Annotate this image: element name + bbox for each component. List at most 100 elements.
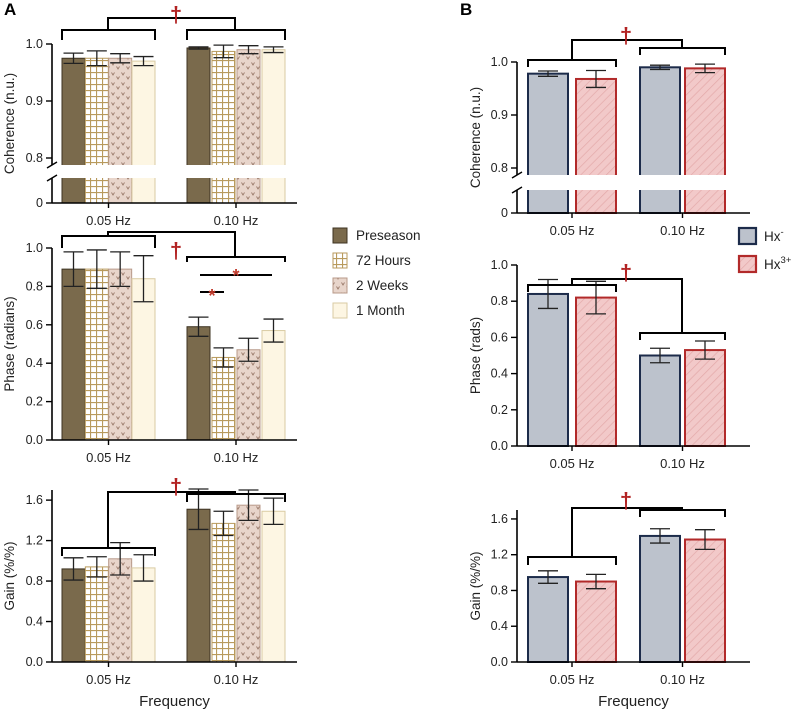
axis-break-gap <box>42 165 301 178</box>
axis-break-gap <box>507 175 754 190</box>
y-axis-title: Gain (%/%) <box>2 541 17 610</box>
legend-a: Preseason 72 Hours 2 Weeks 1 Month <box>332 227 421 319</box>
bar-a-phase-s0-c0 <box>61 268 86 441</box>
bar-a-gain-s0-c0 <box>61 568 86 663</box>
significance-bracket <box>527 507 726 565</box>
chart-b-phase: 0.0 0.2 0.4 0.6 0.8 1.0 0.05 Hz 0.10 Hz Phase (r… <box>468 258 750 471</box>
y-tick-label: 0.9 <box>491 108 508 122</box>
bar-b-coherence-s1-c0 <box>575 77 617 214</box>
y-tick-label-floor: 0 <box>36 196 43 210</box>
significance-bracket <box>527 278 726 340</box>
legend-swatch-weeks2 <box>332 277 348 294</box>
x-category-label: 0.10 Hz <box>660 672 705 687</box>
significance-dagger: † <box>170 474 182 499</box>
bar-a-phase-s3-c1 <box>261 330 286 441</box>
error-bar-a-phase-s2-c0 <box>110 251 131 288</box>
significance-bracket <box>61 491 286 556</box>
error-bar-a-phase-s3-c1 <box>263 318 284 343</box>
y-tick-label: 0.0 <box>491 439 508 453</box>
error-bar-b-gain-s0-c0 <box>538 570 558 584</box>
error-bar-b-coherence-s0-c0 <box>538 70 558 77</box>
y-tick-label: 1.0 <box>26 37 43 51</box>
y-tick-label: 0.2 <box>26 395 43 409</box>
y-tick-label: 0.8 <box>491 161 508 175</box>
y-tick-label: 0.8 <box>26 279 43 293</box>
error-bar-a-coherence-s2-c0 <box>110 53 131 64</box>
y-tick-label: 0.2 <box>491 403 508 417</box>
y-axis-title: Phase (rads) <box>468 317 483 394</box>
bar-b-gain-s1-c0 <box>575 580 617 664</box>
bar-a-coherence-s1-c0 <box>84 57 109 204</box>
error-bar-b-phase-s0-c1 <box>650 347 670 364</box>
bar-b-phase-s0-c1 <box>639 354 681 447</box>
bar-b-phase-s1-c1 <box>684 349 726 448</box>
y-tick-label: 0.8 <box>26 151 43 165</box>
y-tick-label: 0.6 <box>491 330 508 344</box>
error-bar-b-phase-s1-c0 <box>586 280 606 315</box>
bar-b-phase-s0-c0 <box>527 292 569 447</box>
y-tick-label: 1.0 <box>26 241 43 255</box>
y-tick-label: 0.0 <box>26 433 43 447</box>
bar-a-gain-s0-c1 <box>186 508 211 663</box>
error-bar-a-coherence-s0-c0 <box>63 52 84 65</box>
bar-a-gain-s3-c0 <box>131 567 156 663</box>
bar-a-phase-s2-c1 <box>236 349 261 441</box>
panel-label-b: B <box>460 0 472 19</box>
legend-label-sup: 3+ <box>781 255 792 266</box>
x-category-label: 0.10 Hz <box>214 213 259 228</box>
significance-bracket <box>61 17 286 40</box>
bar-a-coherence-s3-c0 <box>131 60 156 204</box>
significance-star: * <box>208 286 215 306</box>
y-axis-title: Phase (radians) <box>2 296 17 391</box>
significance-dagger: † <box>170 238 182 263</box>
y-tick-label: 1.2 <box>26 534 43 548</box>
y-tick-label: 0.0 <box>491 655 508 669</box>
bar-a-phase-s2-c0 <box>108 268 133 441</box>
y-axis-title: Gain (%/%) <box>468 551 483 620</box>
x-axis-title: Frequency <box>139 693 210 710</box>
chart-a-phase: 0.0 0.2 0.4 0.6 0.8 1.0 0.05 Hz 0.10 Hz Phase (r… <box>2 231 297 465</box>
error-bar-b-coherence-s0-c1 <box>650 64 670 71</box>
bar-a-coherence-s2-c1 <box>236 49 261 204</box>
error-bar-a-gain-s1-c1 <box>213 510 234 537</box>
error-bar-a-coherence-s0-c1 <box>188 46 209 50</box>
y-tick-label: 1.2 <box>491 548 508 562</box>
chart-b-coherence: 0 0.8 0.9 1.0 0.05 Hz 0.10 Hz Coherence (n.u.)… <box>468 23 754 238</box>
x-category-label: 0.10 Hz <box>660 456 705 471</box>
legend-label-main: Hx <box>764 229 781 244</box>
legend-label-sup: - <box>781 227 784 238</box>
error-bar-b-phase-s1-c1 <box>695 340 715 360</box>
bar-a-coherence-s0-c1 <box>186 47 211 204</box>
y-tick-label-floor: 0 <box>501 206 508 220</box>
chart-a-gain: 0.0 0.4 0.8 1.2 1.6 0.05 Hz 0.10 Hz Gain (%/%) F… <box>2 474 297 710</box>
y-tick-label: 1.0 <box>491 258 508 272</box>
bar-a-coherence-s0-c0 <box>61 57 86 204</box>
bar-b-gain-s0-c0 <box>527 576 569 664</box>
error-bar-a-phase-s0-c1 <box>188 316 209 337</box>
y-tick-label: 0.4 <box>26 356 43 370</box>
bar-a-phase-s0-c1 <box>186 326 211 441</box>
error-bar-a-coherence-s3-c0 <box>133 55 154 67</box>
x-axis-title: Frequency <box>598 693 669 710</box>
legend-swatch-month1 <box>332 302 348 319</box>
significance-dagger: † <box>620 488 632 513</box>
error-bar-b-gain-s1-c1 <box>695 529 715 550</box>
x-category-label: 0.05 Hz <box>86 450 131 465</box>
bar-a-phase-s3-c0 <box>131 278 156 441</box>
bar-a-gain-s2-c1 <box>236 504 261 663</box>
error-bar-a-coherence-s1-c0 <box>86 50 107 67</box>
bar-b-coherence-s1-c1 <box>684 67 726 214</box>
x-category-label: 0.05 Hz <box>86 213 131 228</box>
y-tick-label: 0.4 <box>491 367 508 381</box>
bar-a-phase-s1-c1 <box>211 356 236 441</box>
y-tick-label: 1.0 <box>491 55 508 69</box>
legend-swatch-preseason <box>332 227 348 244</box>
y-tick-label: 0.0 <box>26 655 43 669</box>
bar-b-coherence-s0-c1 <box>639 66 681 214</box>
error-bar-a-gain-s0-c0 <box>63 557 84 581</box>
bar-a-phase-s1-c0 <box>84 268 109 441</box>
error-bar-a-phase-s1-c0 <box>86 249 107 289</box>
x-category-label: 0.05 Hz <box>550 672 595 687</box>
legend-b: Hx-Hx3+ <box>737 226 792 274</box>
